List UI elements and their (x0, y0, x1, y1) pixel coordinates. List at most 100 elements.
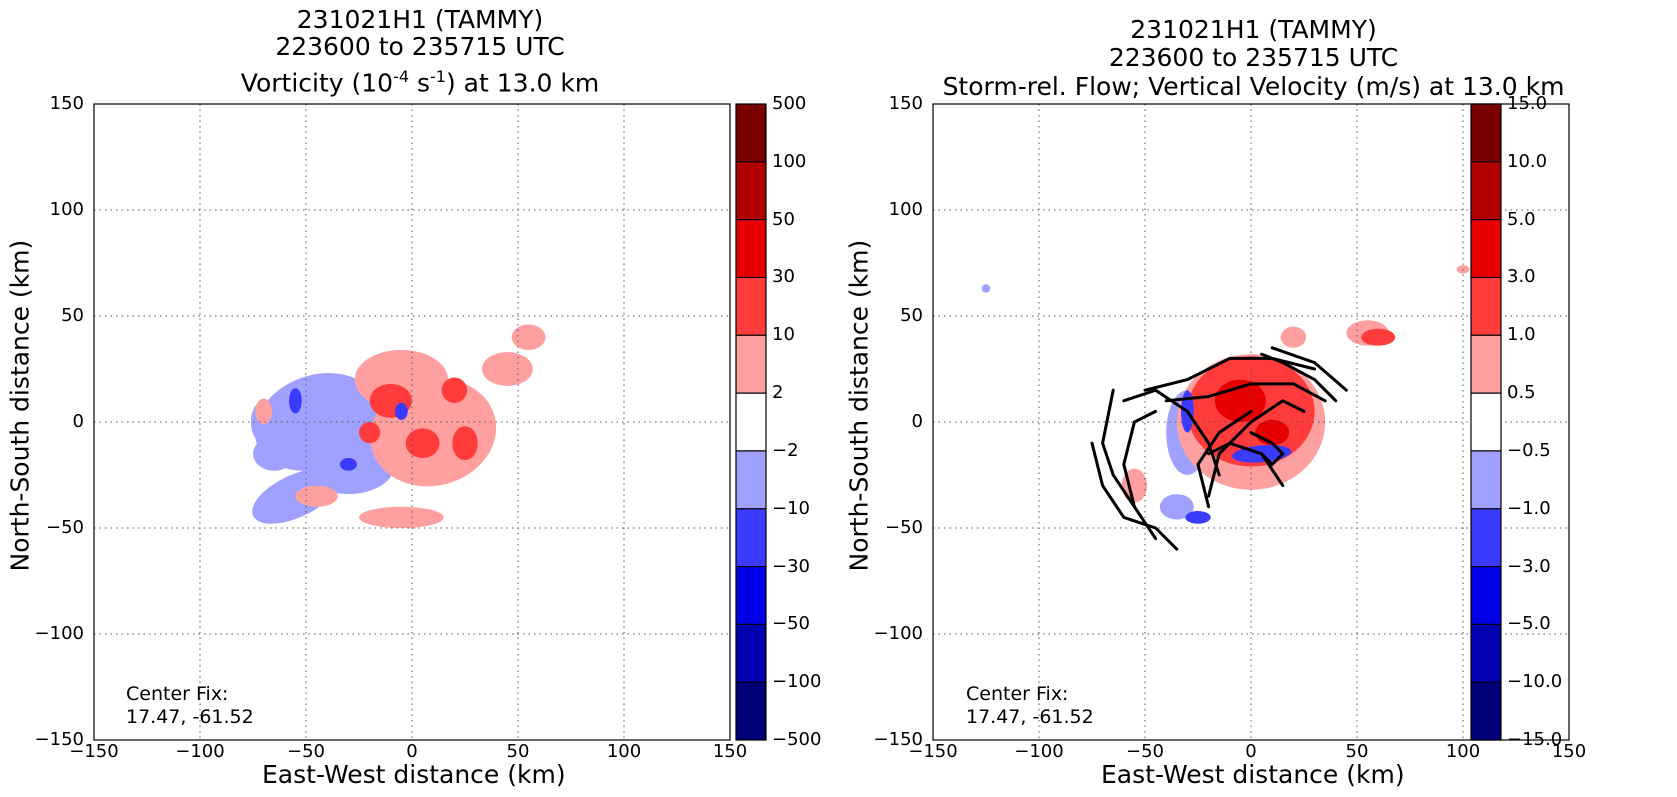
strong-negative-vorticity (289, 388, 302, 414)
x-axis-label: East-West distance (km) (1101, 760, 1405, 789)
colorbar-segment (736, 624, 766, 683)
y-axis-label: North-South distance (km) (844, 239, 874, 572)
vorticity-panel: 231021H1 (TAMMY) 223600 to 235715 UTC Vo… (5, 5, 822, 789)
colorbar-tick-label: 100 (772, 150, 807, 172)
downdraft-area (981, 284, 991, 293)
x-tick-label: 50 (1345, 741, 1369, 762)
colorbar (735, 103, 767, 741)
x-axis-label: East-West distance (km) (262, 760, 566, 789)
streamline (1260, 352, 1338, 403)
moderate-updraft-area (1361, 328, 1396, 346)
x-tick-label: 150 (1551, 741, 1587, 762)
y-tick-label: −150 (34, 729, 84, 750)
streamline (1196, 409, 1253, 509)
left-title-line3: Vorticity (10-4 s-1) at 13.0 km (240, 67, 600, 98)
colorbar-segment (1471, 508, 1501, 567)
center-fix-label: Center Fix: (966, 683, 1069, 705)
center-fix-value: 17.47, -61.52 (126, 706, 254, 728)
strong-positive-vorticity (405, 428, 440, 459)
colorbar-tick-label: −10.0 (1507, 671, 1563, 693)
grid-lines (94, 104, 730, 740)
center-fix-label: Center Fix: (126, 683, 229, 705)
colorbar-tick-label: −0.5 (1507, 439, 1551, 461)
left-title-line1: 231021H1 (TAMMY) (296, 5, 544, 34)
colorbar-tick-label: −1.0 (1507, 497, 1551, 519)
colorbar-segment (1471, 335, 1501, 394)
y-tick-label: −150 (873, 729, 923, 750)
colorbar-frame (735, 103, 767, 741)
colorbar-segment (736, 277, 766, 336)
colorbar-segment (1471, 393, 1501, 451)
negative-vorticity-area (253, 436, 296, 471)
vertical-velocity-panel: 231021H1 (TAMMY) 223600 to 235715 UTC St… (840, 0, 1677, 797)
strong-updraft-area (1255, 419, 1290, 446)
strong-negative-vorticity (339, 458, 357, 471)
y-tick-label: 150 (49, 93, 84, 114)
colorbar-tick-label: 0.5 (1507, 382, 1536, 404)
x-tick-label: −150 (908, 741, 958, 762)
x-tick-label: −100 (1014, 741, 1064, 762)
streamline (1207, 399, 1306, 498)
weak-updraft-area (1280, 326, 1307, 348)
downdraft-area (1159, 494, 1194, 520)
colorbar-tick-label: −50 (772, 613, 810, 635)
positive-vorticity-area (255, 398, 273, 425)
colorbar-tick-label: −15.0 (1507, 729, 1563, 750)
colorbar-segment (1471, 219, 1501, 278)
colorbar-tick-label: −2 (772, 439, 799, 461)
y-tick-label: 100 (49, 199, 84, 220)
y-tick-label: −100 (873, 623, 923, 644)
x-tick-label: −50 (1126, 741, 1164, 762)
colorbar-tick-label: 3.0 (1507, 266, 1536, 288)
center-fix-value: 17.47, -61.52 (966, 706, 1094, 728)
colorbar-segment (736, 104, 766, 162)
colorbar-segment (736, 161, 766, 220)
streamline (1270, 346, 1348, 392)
colorbar-tick-label: 5.0 (1507, 208, 1536, 230)
y-tick-label: 50 (61, 305, 84, 326)
strong-positive-vorticity (359, 422, 381, 444)
colorbar-frame (1470, 103, 1502, 741)
streamline (1207, 441, 1285, 488)
colorbar-tick-label: 1.0 (1507, 324, 1536, 346)
right-title-line3: Storm-rel. Flow; Vertical Velocity (m/s)… (942, 72, 1565, 101)
y-tick-label: 100 (888, 199, 923, 220)
vertical-velocity-contours (981, 265, 1470, 524)
y-axis-label: North-South distance (km) (5, 239, 35, 572)
colorbar-tick-label: −500 (772, 729, 822, 750)
colorbar-segment (1471, 624, 1501, 683)
y-tick-label: −50 (885, 517, 923, 538)
colorbar-tick-label: −100 (772, 671, 822, 693)
x-tick-label: −100 (175, 741, 225, 762)
x-tick-label: −150 (69, 741, 119, 762)
colorbar-tick-label: 50 (772, 208, 795, 230)
x-tick-label: 50 (506, 741, 530, 762)
right-title-line2: 223600 to 235715 UTC (1108, 43, 1399, 72)
colorbar-tick-label: 10.0 (1507, 150, 1548, 172)
colorbar-segment (1471, 682, 1501, 740)
colorbar-segment (736, 682, 766, 740)
streamline (1164, 382, 1327, 403)
streamline (1122, 388, 1221, 477)
strong-positive-vorticity (441, 377, 468, 403)
positive-vorticity-area (481, 352, 533, 386)
colorbar (1470, 103, 1502, 741)
streamline (1249, 431, 1285, 467)
positive-vorticity-area (295, 485, 338, 507)
colorbar-segment (1471, 450, 1501, 509)
colorbar-segment (736, 566, 766, 625)
colorbar-tick-label: −3.0 (1507, 555, 1551, 577)
colorbar-segment (736, 219, 766, 278)
colorbar-tick-label: 30 (772, 266, 795, 288)
y-tick-label: 150 (888, 93, 923, 114)
right-title-line1: 231021H1 (TAMMY) (1130, 15, 1377, 44)
x-tick-label: 0 (406, 741, 418, 762)
grid-lines (933, 104, 1569, 740)
streamline (1122, 409, 1158, 541)
colorbar-segment (736, 393, 766, 451)
negative-vorticity-area (252, 468, 339, 524)
left-title-line2: 223600 to 235715 UTC (275, 32, 565, 61)
storm-relative-streamlines (1090, 346, 1348, 551)
positive-vorticity-area (511, 324, 546, 350)
colorbar-tick-label: −10 (772, 497, 810, 519)
